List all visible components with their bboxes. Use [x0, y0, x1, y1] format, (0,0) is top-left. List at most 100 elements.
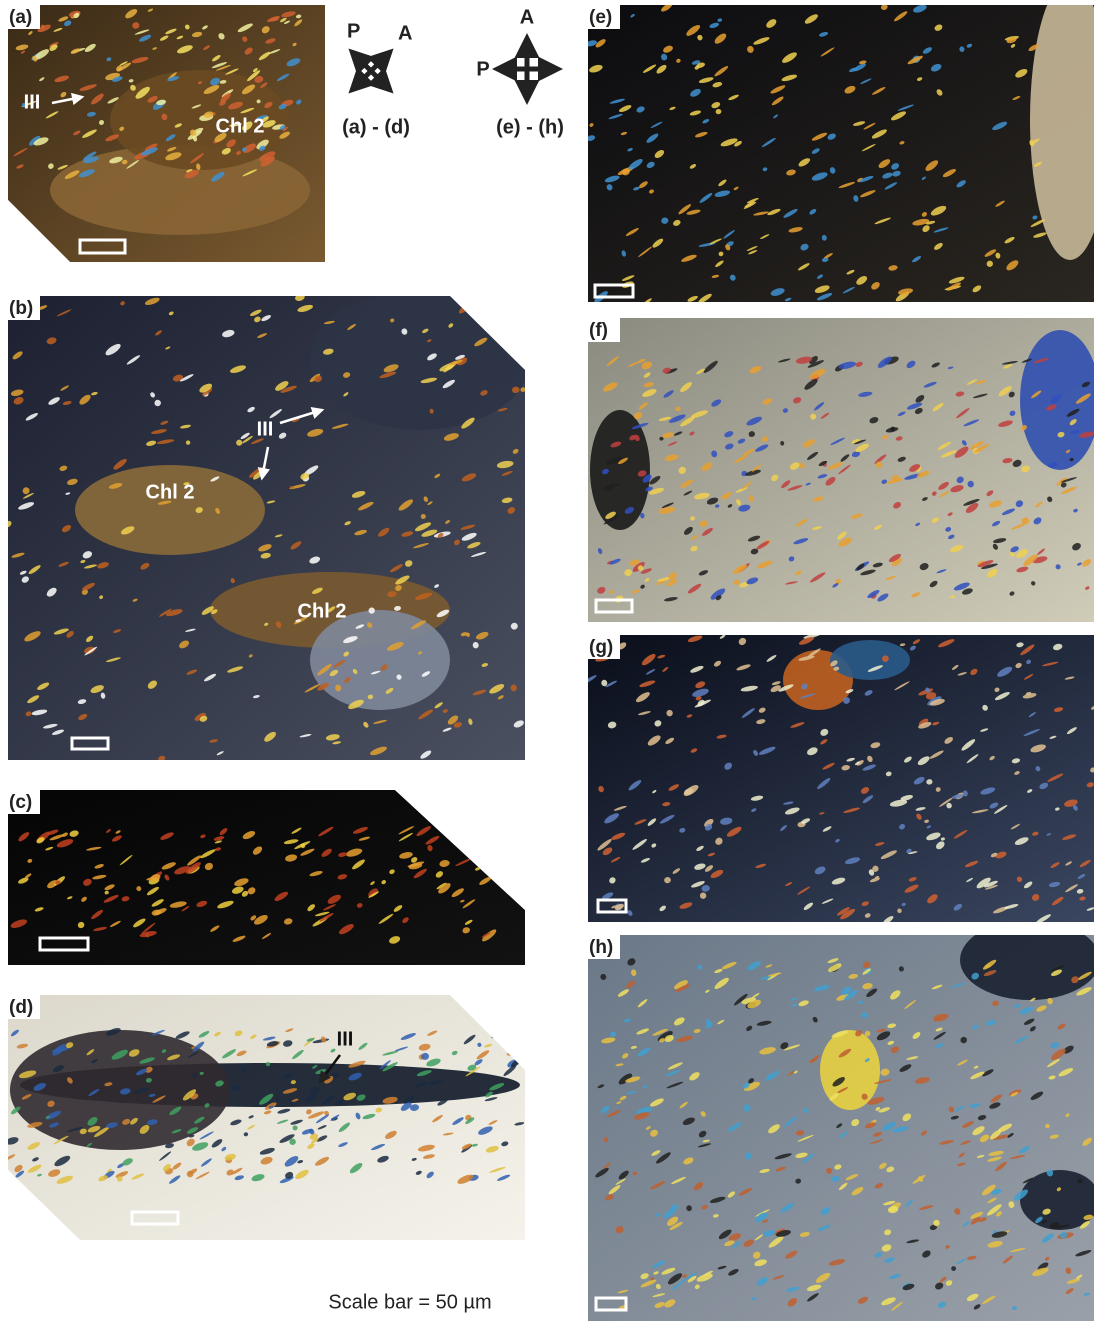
crystal-flake [756, 719, 766, 725]
crystal-flake [696, 1273, 713, 1282]
crystal-flake [669, 414, 686, 423]
crystal-flake [640, 1279, 657, 1288]
crystal-flake [260, 1156, 273, 1165]
crystal-flake [955, 391, 965, 397]
crystal-flake [1027, 789, 1033, 793]
crystal-flake [713, 660, 722, 667]
crystal-flake [629, 435, 636, 441]
crystal-flake [633, 186, 640, 191]
crystal-flake [275, 1096, 281, 1102]
crystal-flake [1020, 644, 1035, 656]
crystal-flake [48, 1122, 59, 1128]
crystal-flake [333, 659, 346, 668]
crystal-flake [48, 163, 54, 169]
crystal-flake [135, 1068, 148, 1076]
crystal-flake [755, 863, 767, 869]
crystal-flake [467, 541, 481, 549]
crystal-flake [733, 993, 748, 1006]
orientation-caption: (e) - (h) [496, 116, 564, 138]
crystal-flake [260, 82, 268, 89]
crystal-flake [900, 795, 913, 801]
crystal-flake [948, 276, 965, 284]
crystal-flake [1081, 381, 1091, 388]
crystal-flake [982, 1295, 996, 1304]
crystal-flake [115, 1171, 129, 1178]
crystal-flake [727, 1122, 742, 1132]
crystal-flake [1066, 1278, 1081, 1284]
crystal-flake [885, 427, 899, 433]
crystal-flake [87, 1116, 98, 1126]
crystal-flake [947, 366, 954, 370]
crystal-flake [1003, 363, 1013, 369]
crystal-flake [146, 877, 155, 881]
crystal-flake [1046, 1169, 1054, 1177]
crystal-flake [98, 1175, 108, 1182]
crystal-flake [807, 1293, 819, 1302]
crystal-flake [427, 1030, 438, 1036]
crystal-flake [518, 343, 525, 349]
crystal-flake [12, 351, 23, 360]
crystal-flake [698, 77, 714, 83]
crystal-flake [399, 852, 413, 859]
crystal-flake [814, 285, 830, 293]
crystal-flake [168, 311, 174, 316]
crystal-flake [309, 1086, 321, 1094]
crystal-flake [141, 147, 158, 156]
crystal-flake [300, 472, 310, 480]
crystal-flake [184, 169, 199, 179]
crystal-flake [766, 19, 777, 28]
panel-label: (e) [589, 7, 612, 28]
crystal-flake [1010, 43, 1016, 48]
crystal-flake [605, 456, 623, 465]
crystal-flake [152, 47, 157, 50]
crystal-flake [990, 1094, 1003, 1103]
crystal-flake [766, 654, 777, 662]
crystal-flake [942, 169, 956, 178]
crystal-flake [451, 888, 464, 898]
crystal-flake [898, 966, 904, 972]
crystal-flake [616, 1101, 622, 1105]
crystal-flake [334, 1099, 343, 1106]
crystal-flake [307, 1143, 315, 1150]
crystal-flake [147, 8, 154, 12]
crystal-flake [69, 830, 79, 837]
crystal-flake [962, 790, 968, 797]
crystal-flake [680, 416, 695, 427]
crystal-flake [510, 865, 515, 872]
crystal-flake [232, 886, 244, 894]
crystal-flake [687, 295, 698, 302]
crystal-flake [667, 1062, 683, 1070]
crystal-flake [600, 973, 607, 980]
crystal-flake [986, 260, 993, 267]
crystal-flake [972, 1126, 985, 1136]
crystal-flake [43, 723, 58, 729]
crystal-flake [40, 24, 46, 30]
crystal-flake [186, 669, 198, 675]
crystal-flake [936, 89, 943, 96]
crystal-flake [194, 1116, 205, 1124]
crystal-flake [319, 912, 334, 922]
crystal-flake [966, 1255, 977, 1260]
crystal-flake [315, 911, 330, 917]
crystal-flake [199, 1131, 214, 1140]
crystal-flake [373, 719, 387, 724]
crystal-flake [1077, 1178, 1083, 1184]
crystal-flake [257, 333, 268, 339]
crystal-flake [652, 1260, 666, 1268]
crystal-flake [838, 1182, 848, 1191]
micrograph [8, 995, 525, 1240]
crystal-flake [636, 1106, 653, 1115]
crystal-flake [807, 648, 821, 658]
crystal-flake [897, 908, 902, 914]
crystal-flake [411, 620, 426, 630]
crystal-flake [247, 1124, 255, 1130]
crystal-flake [290, 1119, 303, 1125]
crystal-flake [732, 1241, 741, 1249]
crystal-flake [748, 250, 758, 255]
panel-label-box [588, 5, 620, 29]
crystal-flake [750, 795, 764, 801]
crystal-flake [438, 883, 451, 894]
crystal-flake [1048, 1075, 1056, 1080]
crystal-flake [855, 761, 860, 766]
crystal-flake [879, 1162, 887, 1170]
